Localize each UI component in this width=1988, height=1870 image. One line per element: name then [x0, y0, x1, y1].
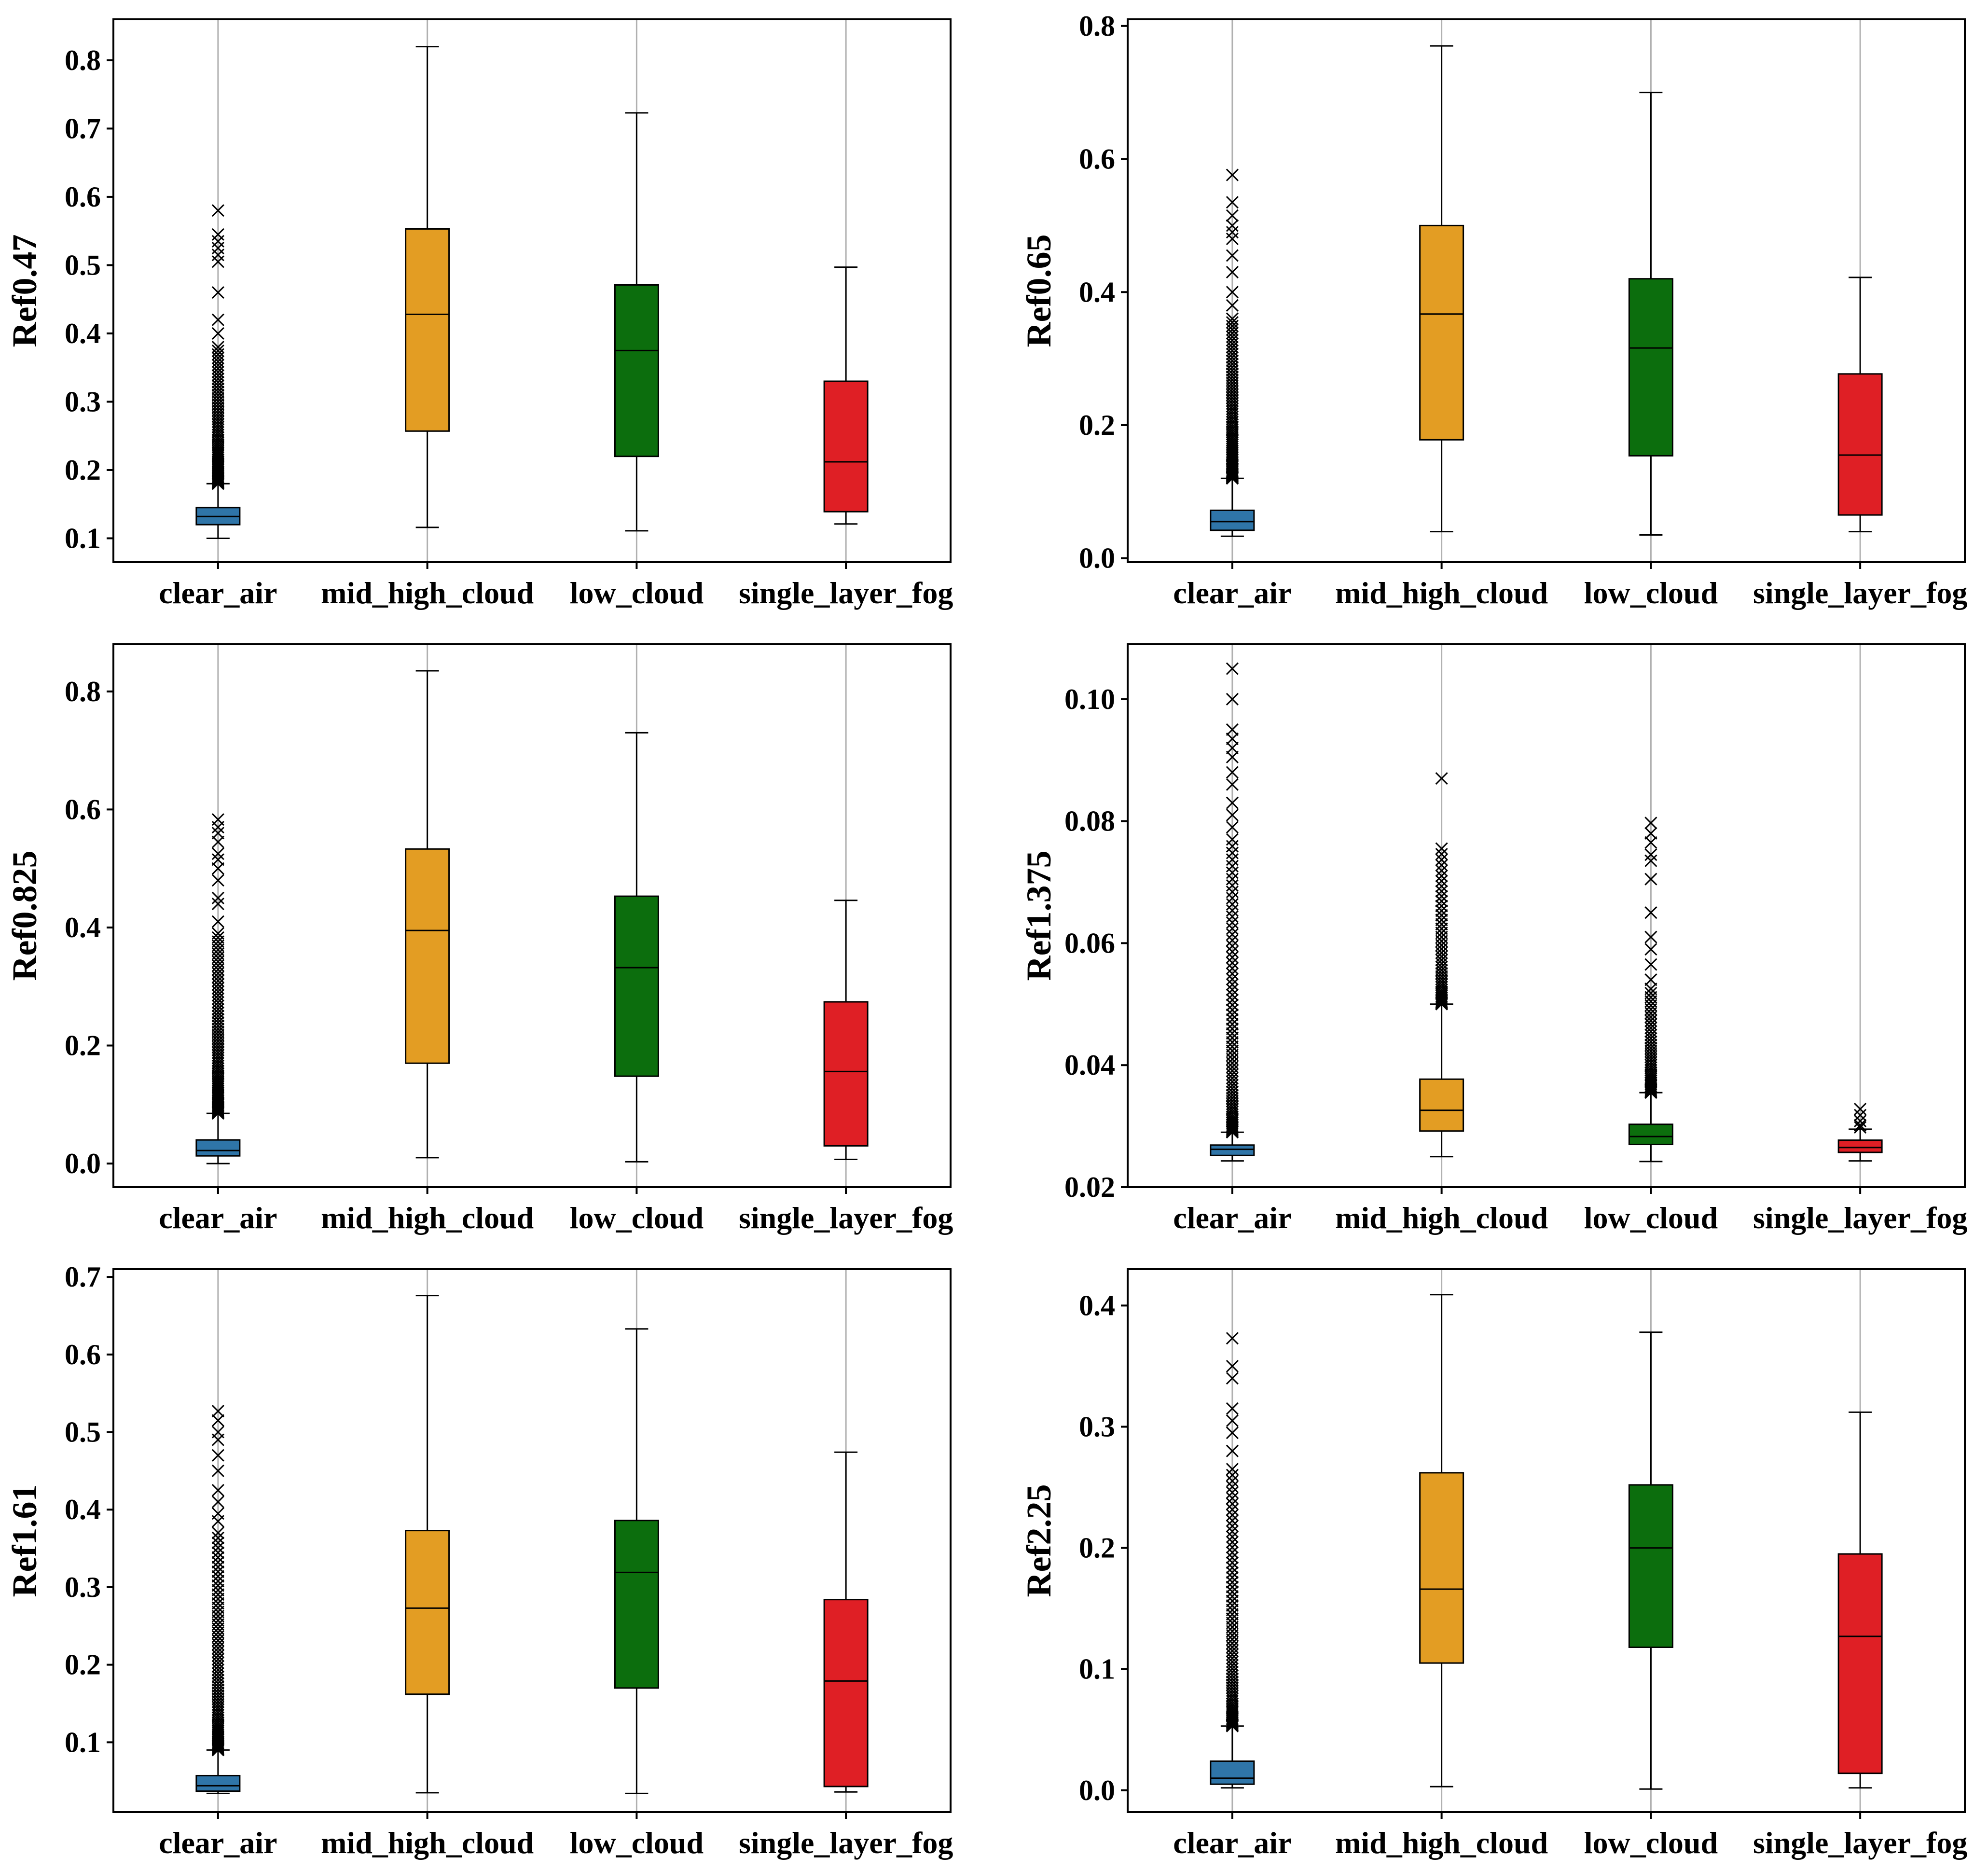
x-tick-label-single-layer-fog: single_layer_fog — [739, 1201, 953, 1235]
x-tick-label-low-cloud: low_cloud — [1584, 1826, 1718, 1860]
box-low-cloud — [615, 285, 658, 456]
y-tick-label-ref0-65: 0.0 — [1079, 542, 1115, 574]
x-tick-label-clear-air: clear_air — [159, 1201, 277, 1235]
box-single-layer-fog — [824, 1002, 868, 1146]
box-low-cloud — [615, 1521, 658, 1688]
box-clear-air — [196, 1140, 240, 1156]
y-tick-label-ref2-25: 0.0 — [1079, 1774, 1115, 1806]
box-mid-high-cloud — [1420, 1473, 1463, 1663]
box-clear-air — [1211, 1761, 1254, 1785]
y-tick-label-ref0-825: 0.4 — [65, 912, 101, 943]
box-low-cloud — [615, 896, 658, 1076]
y-tick-label-ref1-375: 0.02 — [1064, 1171, 1115, 1203]
x-tick-label-mid-high-cloud: mid_high_cloud — [321, 1201, 534, 1235]
y-tick-label-ref0-65: 0.2 — [1079, 409, 1115, 441]
box-single-layer-fog — [824, 1600, 868, 1787]
y-tick-label-ref0-47: 0.3 — [65, 386, 101, 417]
axes-frame-ref1-375 — [1128, 644, 1965, 1187]
y-tick-label-ref0-65: 0.4 — [1079, 276, 1115, 308]
x-tick-label-clear-air: clear_air — [159, 576, 277, 610]
x-tick-label-mid-high-cloud: mid_high_cloud — [1335, 576, 1548, 610]
box-clear-air — [1211, 510, 1254, 530]
y-tick-label-ref1-375: 0.06 — [1064, 927, 1115, 959]
y-tick-label-ref0-47: 0.4 — [65, 318, 101, 349]
x-tick-label-low-cloud: low_cloud — [570, 576, 704, 610]
box-low-cloud — [1629, 1485, 1672, 1647]
x-tick-label-clear-air: clear_air — [1173, 1826, 1291, 1860]
y-axis-label-ref0-825: Ref0.825 — [5, 851, 44, 981]
y-tick-label-ref1-61: 0.6 — [65, 1339, 101, 1371]
x-tick-label-single-layer-fog: single_layer_fog — [739, 1826, 953, 1860]
box-single-layer-fog — [824, 381, 868, 512]
x-tick-label-clear-air: clear_air — [1173, 576, 1291, 610]
x-tick-label-mid-high-cloud: mid_high_cloud — [1335, 1826, 1548, 1860]
y-axis-label-ref1-375: Ref1.375 — [1020, 851, 1058, 981]
y-tick-label-ref0-825: 0.0 — [65, 1148, 101, 1179]
box-mid-high-cloud — [1420, 225, 1463, 440]
box-clear-air — [196, 1775, 240, 1791]
box-mid-high-cloud — [406, 1531, 449, 1694]
box-mid-high-cloud — [1420, 1079, 1463, 1131]
box-clear-air — [1211, 1145, 1254, 1155]
panel-ref225: 0.0 0.1 0.2 0.3 0.4 clear_air mid_high_cloud lo… — [1020, 1269, 1967, 1860]
x-tick-label-single-layer-fog: single_layer_fog — [1753, 1201, 1967, 1235]
x-tick-label-clear-air: clear_air — [159, 1826, 277, 1860]
y-axis-label-ref0-65: Ref0.65 — [1020, 235, 1058, 347]
y-tick-label-ref1-375: 0.08 — [1064, 805, 1115, 837]
x-tick-label-low-cloud: low_cloud — [570, 1826, 704, 1860]
y-tick-label-ref0-47: 0.7 — [65, 112, 101, 144]
x-tick-label-single-layer-fog: single_layer_fog — [1753, 1826, 1967, 1860]
x-tick-label-single-layer-fog: single_layer_fog — [739, 576, 953, 610]
box-single-layer-fog — [1838, 1554, 1882, 1773]
y-tick-label-ref1-375: 0.10 — [1064, 683, 1115, 715]
y-tick-label-ref0-65: 0.8 — [1079, 10, 1115, 42]
y-tick-label-ref2-25: 0.1 — [1079, 1653, 1115, 1685]
panel-ref0825: 0.0 0.2 0.4 0.6 0.8 clear_air mid_high_cloud lo… — [5, 644, 953, 1235]
x-tick-label-mid-high-cloud: mid_high_cloud — [321, 1826, 534, 1860]
x-tick-label-clear-air: clear_air — [1173, 1201, 1291, 1235]
y-tick-label-ref1-61: 0.7 — [65, 1261, 101, 1293]
x-tick-label-low-cloud: low_cloud — [1584, 1201, 1718, 1235]
box-low-cloud — [1629, 1124, 1672, 1145]
x-tick-label-mid-high-cloud: mid_high_cloud — [321, 576, 534, 610]
box-low-cloud — [1629, 279, 1672, 456]
y-axis-label-ref2-25: Ref2.25 — [1020, 1484, 1058, 1597]
y-tick-label-ref1-61: 0.4 — [65, 1494, 101, 1525]
box-mid-high-cloud — [406, 229, 449, 431]
y-tick-label-ref2-25: 0.2 — [1079, 1532, 1115, 1564]
panel-ref047: 0.1 0.2 0.3 0.4 0.5 0.6 0.7 0.8 clear_air mid_hig… — [5, 19, 953, 610]
y-tick-label-ref1-61: 0.1 — [65, 1726, 101, 1758]
y-tick-label-ref0-825: 0.8 — [65, 676, 101, 707]
y-tick-label-ref2-25: 0.4 — [1079, 1289, 1115, 1321]
y-tick-label-ref1-61: 0.2 — [65, 1649, 101, 1681]
y-tick-label-ref0-47: 0.6 — [65, 181, 101, 213]
box-single-layer-fog — [1838, 1140, 1882, 1152]
box-single-layer-fog — [1838, 374, 1882, 515]
panel-ref161: 0.1 0.2 0.3 0.4 0.5 0.6 0.7 clear_air mid_high_c… — [5, 1261, 953, 1860]
panel-ref1375: 0.02 0.04 0.06 0.08 0.10 clear_air mid_high_cl… — [1020, 644, 1967, 1235]
x-tick-label-low-cloud: low_cloud — [1584, 576, 1718, 610]
x-tick-label-mid-high-cloud: mid_high_cloud — [1335, 1201, 1548, 1235]
y-tick-label-ref0-47: 0.1 — [65, 522, 101, 554]
y-tick-label-ref0-825: 0.6 — [65, 793, 101, 825]
y-tick-label-ref1-61: 0.3 — [65, 1571, 101, 1603]
y-tick-label-ref1-375: 0.04 — [1064, 1049, 1115, 1081]
y-axis-label-ref1-61: Ref1.61 — [5, 1484, 44, 1597]
y-tick-label-ref2-25: 0.3 — [1079, 1411, 1115, 1442]
y-tick-label-ref0-47: 0.8 — [65, 44, 101, 76]
panel-ref065: 0.0 0.2 0.4 0.6 0.8 clear_air mid_high_cloud lo… — [1020, 10, 1967, 610]
y-tick-label-ref0-65: 0.6 — [1079, 143, 1115, 175]
y-tick-label-ref0-47: 0.2 — [65, 454, 101, 486]
box-mid-high-cloud — [406, 849, 449, 1063]
y-tick-label-ref1-61: 0.5 — [65, 1416, 101, 1448]
x-tick-label-low-cloud: low_cloud — [570, 1201, 704, 1235]
figure: 0.1 0.2 0.3 0.4 0.5 0.6 0.7 0.8 clear_air mid_hig… — [0, 0, 1988, 1870]
y-axis-label-ref0-47: Ref0.47 — [5, 235, 44, 347]
x-tick-label-single-layer-fog: single_layer_fog — [1753, 576, 1967, 610]
y-tick-label-ref0-825: 0.2 — [65, 1030, 101, 1062]
y-tick-label-ref0-47: 0.5 — [65, 249, 101, 281]
